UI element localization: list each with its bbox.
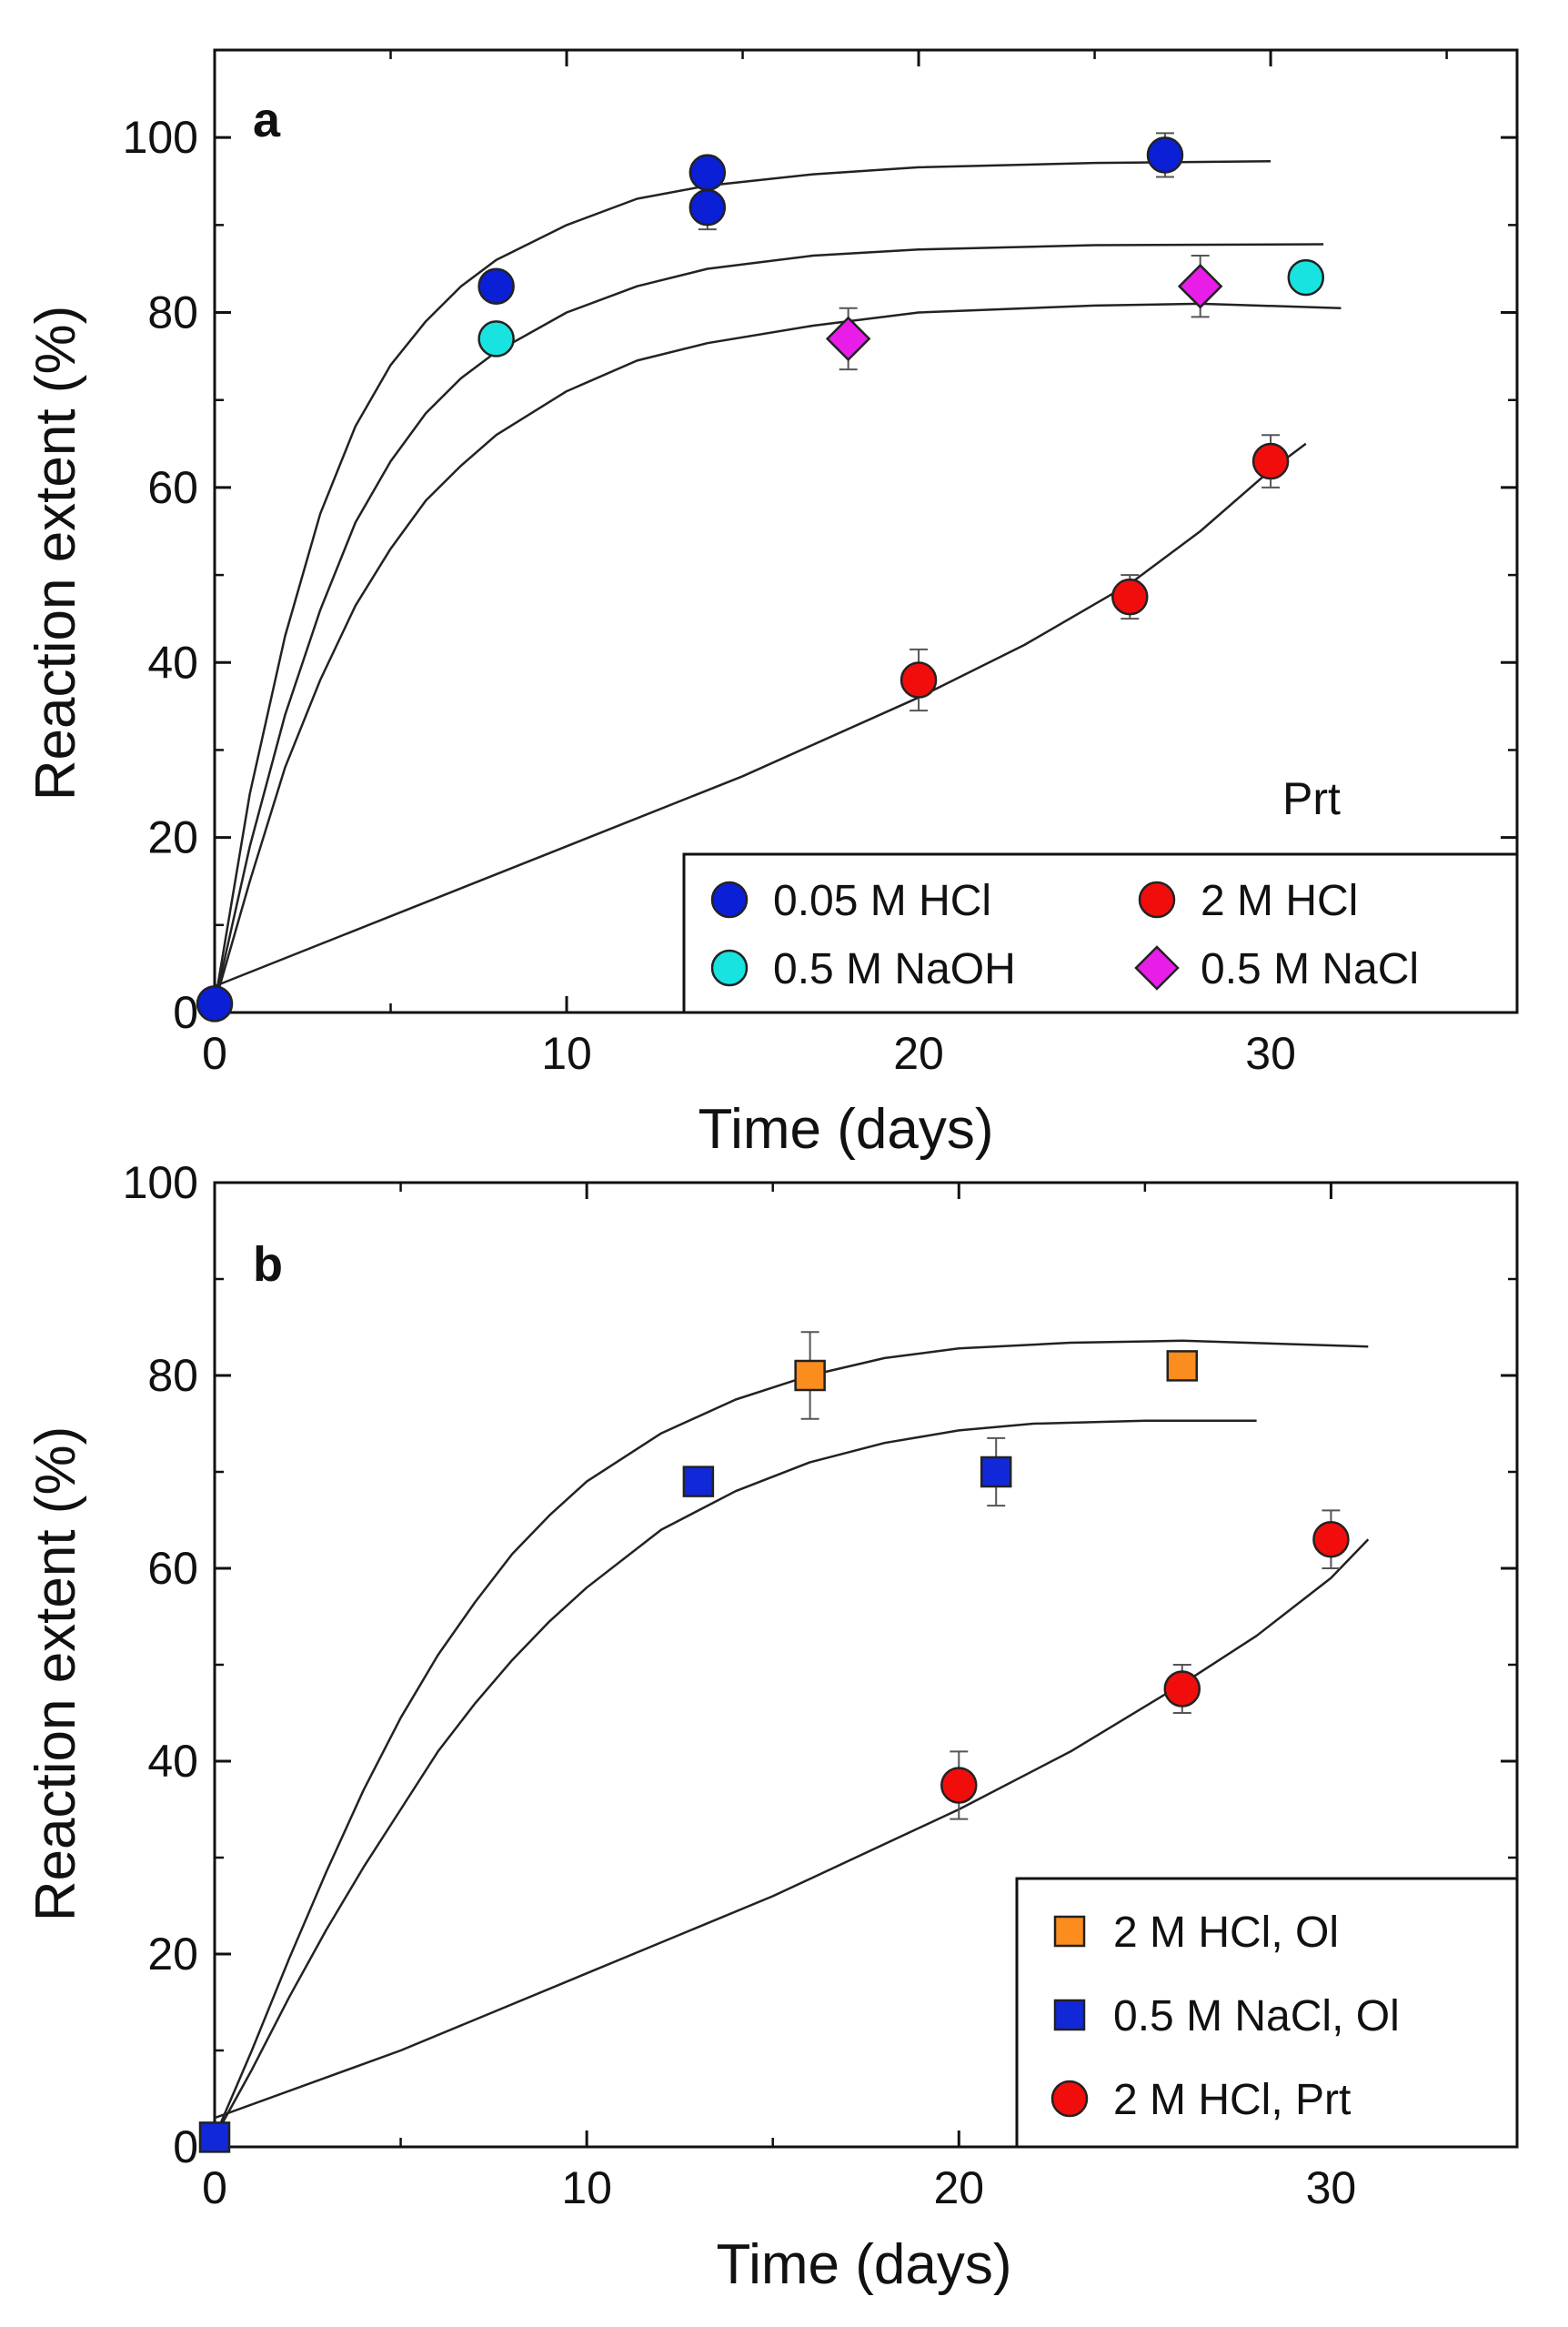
panel-b-x-axis-title: Time (days) [717,2233,1012,2296]
panel-b-x-tick-label: 10 [561,2162,612,2213]
panel-b-y-axis-title: Reaction extent (%) [25,1426,87,1921]
panel-a: 0 10 20 30 0 20 40 60 80 100 0.05 M HCl 2 M HCl 0.5 … [25,48,1519,1161]
panel-a-legend-marker-0-5-m-naoh [710,949,749,987]
panel-b-y-tick-label: 0 [173,2121,198,2172]
panel-a-y-tick-label: 20 [147,812,198,863]
panel-b-y-tick-label: 20 [147,1929,198,1979]
panel-a-annotation: Prt [1282,773,1341,824]
panel-b-x-tick-label: 0 [202,2162,227,2213]
panel-b-legend-marker-0-5-m-nacl-ol [1053,1999,1086,2031]
panel-b-legend-label-2-m-hcl-ol: 2 M HCl, Ol [1113,1909,1339,1957]
panel-b-point-2-m-hcl-ol [1166,1350,1199,1382]
panel-a-legend-label-2-m-hcl: 2 M HCl [1201,877,1358,925]
panel-a-x-tick-label: 30 [1245,1028,1296,1079]
panel-b-point-0-5-m-nacl-ol [198,2121,231,2153]
panel-a-point-2-m-hcl [900,661,938,699]
panel-a-legend-label-0-5-m-naoh: 0.5 M NaOH [773,945,1016,993]
panel-b-plot-layer: 0 10 20 30 0 20 40 60 80 100 2 M HCl, Ol 0.5 M NaCl… [123,1157,1519,2213]
panel-a-fit-curve-0-5-m-nacl [213,302,1342,1004]
panel-b-fit-curve-2-m-hcl-prt [214,1538,1370,2120]
panel-a-legend-marker-2-m-hcl [1138,881,1176,919]
panel-a-y-tick-label: 40 [147,637,198,688]
panel-a-y-tick-label: 100 [123,112,198,163]
panel-a-point-0-05-m-hcl [1146,136,1184,174]
panel-a-point-0-05-m-hcl [477,267,515,305]
panel-a-point-2-m-hcl [1251,442,1290,480]
panel-b-y-tick-label: 40 [147,1736,198,1787]
panel-a-y-tick-label: 60 [147,462,198,513]
panel-a-legend-label-0-05-m-hcl: 0.05 M HCl [773,877,991,925]
panel-a-point-0-5-m-naoh [1287,258,1325,297]
panel-a-x-tick-label: 0 [202,1028,227,1079]
panel-b-point-2-m-hcl-prt [940,1767,978,1804]
panel-a-point-2-m-hcl [1111,578,1149,616]
panel-b-point-2-m-hcl-prt [1312,1520,1350,1558]
panel-a-fit-curve-0-05-m-hcl [213,159,1271,1004]
panel-a-x-tick-label: 10 [541,1028,592,1079]
panel-b-point-2-m-hcl-prt [1163,1670,1201,1707]
panel-a-label: a [253,93,281,147]
panel-b-point-0-5-m-nacl-ol [980,1456,1012,1488]
panel-a-y-tick-label: 0 [173,987,198,1038]
panel-b-point-2-m-hcl-ol [794,1359,826,1392]
panel-a-fit-curve-0-5-m-naoh [213,243,1324,1004]
panel-a-legend-box [682,852,1519,1014]
panel-a-point-0-05-m-hcl [196,985,234,1022]
panel-a-point-0-5-m-nacl [825,316,871,362]
panel-a-plot-layer: 0 10 20 30 0 20 40 60 80 100 0.05 M HCl 2 M HCl 0.5 … [123,48,1519,1079]
panel-a-x-axis-title: Time (days) [699,1098,994,1161]
panel-a-x-tick-label: 20 [893,1028,944,1079]
panel-a-y-tick-label: 80 [147,287,198,338]
panel-b-label: b [253,1237,283,1292]
panel-a-legend-label-0-5-m-nacl: 0.5 M NaCl [1201,945,1419,993]
panel-a-legend-marker-0-5-m-nacl [1134,945,1180,991]
panel-b-y-tick-label: 80 [147,1350,198,1401]
panel-b-legend-label-0-5-m-nacl-ol: 0.5 M NaCl, Ol [1113,1992,1400,2040]
panel-b-legend-box [1015,1877,1519,2149]
panel-b-fit-curve-2-m-hcl-ol [213,1339,1369,2138]
panel-a-point-0-05-m-hcl [689,154,727,191]
panel-b-y-tick-label: 100 [123,1157,198,1208]
panel-b-fit-curve-0-5-m-nacl-ol [213,1419,1257,2139]
panel-a-point-0-5-m-nacl [1177,263,1223,309]
panel-b-x-tick-label: 30 [1306,2162,1357,2213]
panel-b-point-0-5-m-nacl-ol [682,1466,715,1497]
panel-b-legend-label-2-m-hcl-prt: 2 M HCl, Prt [1113,2076,1351,2124]
panel-a-y-axis-title: Reaction extent (%) [25,306,87,801]
panel-a-point-0-5-m-naoh [477,320,515,358]
panel-a-fit-curve-2-m-hcl [214,442,1307,988]
panel-b-legend-marker-2-m-hcl-ol [1053,1915,1086,1948]
panel-a-point-0-05-m-hcl [689,188,727,227]
panel-b-x-tick-label: 20 [933,2162,984,2213]
panel-b-legend-marker-2-m-hcl-prt [1050,2080,1089,2118]
panel-b: 0 10 20 30 0 20 40 60 80 100 2 M HCl, Ol 0.5 M NaCl… [25,1157,1519,2296]
panel-b-y-tick-label: 60 [147,1543,198,1594]
panel-a-legend-marker-0-05-m-hcl [710,881,749,919]
